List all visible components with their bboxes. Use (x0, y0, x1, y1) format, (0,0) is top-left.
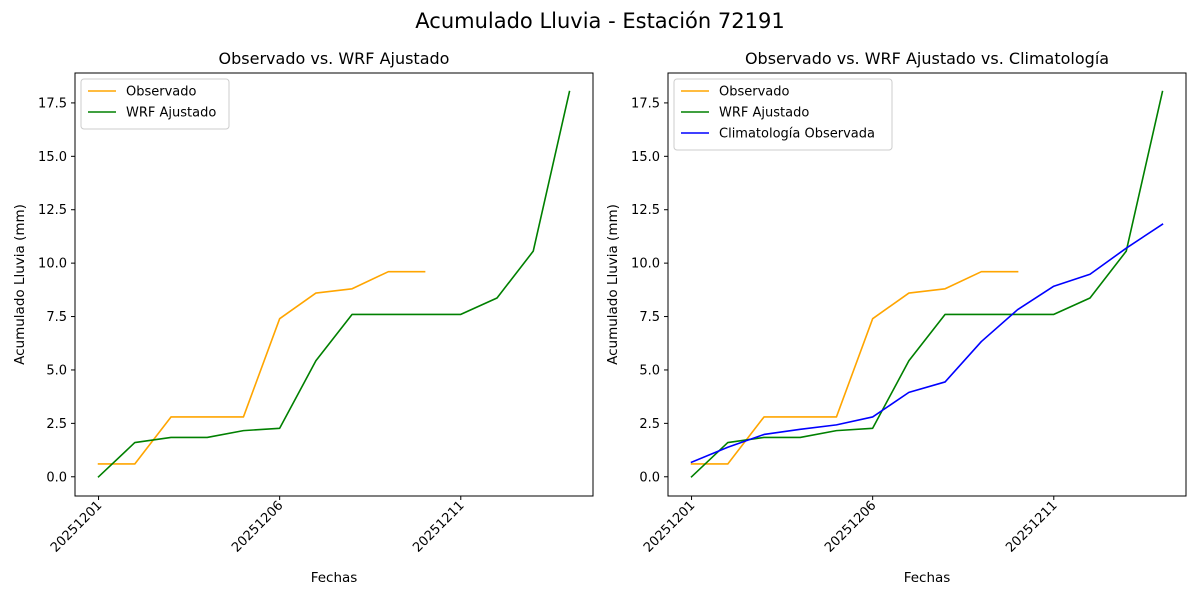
x-axis-label: Fechas (904, 570, 951, 586)
right-chart-panel: Observado vs. WRF Ajustado vs. Climatolo… (605, 49, 1187, 586)
y-tick-label: 2.5 (46, 417, 67, 432)
x-tick-label: 20251206 (229, 498, 286, 555)
series-line-wrf-ajustado (97, 90, 571, 478)
legend-entry: Observado (719, 85, 790, 100)
x-tick-label: 20251201 (641, 498, 698, 555)
legend (673, 78, 893, 151)
x-axis-label: Fechas (311, 570, 358, 586)
y-tick-label: 2.5 (639, 417, 660, 432)
series-line-observado (690, 270, 1019, 465)
figure-suptitle: Acumulado Lluvia - Estación 72191 (415, 9, 784, 33)
y-tick-label: 17.5 (38, 96, 67, 111)
y-tick-label: 10.0 (631, 257, 660, 272)
x-tick-label: 20251206 (822, 498, 879, 555)
plot-area-frame (74, 72, 594, 497)
legend-entry: Observado (126, 85, 197, 100)
x-tick-label: 20251201 (48, 498, 105, 555)
y-axis-label: Acumulado Lluvia (mm) (605, 204, 621, 365)
y-tick-label: 12.5 (631, 203, 660, 218)
legend-entry: Climatología Observada (719, 127, 875, 142)
y-tick-label: 7.5 (46, 310, 67, 325)
y-tick-label: 7.5 (639, 310, 660, 325)
plot-area-frame (667, 72, 1187, 497)
y-tick-label: 10.0 (38, 257, 67, 272)
y-tick-label: 5.0 (639, 363, 660, 378)
y-tick-label: 15.0 (38, 150, 67, 165)
y-axis-label: Acumulado Lluvia (mm) (12, 204, 28, 365)
x-tick-label: 20251211 (410, 498, 467, 555)
y-tick-label: 17.5 (631, 96, 660, 111)
y-tick-label: 0.0 (46, 470, 67, 485)
x-tick-label: 20251211 (1003, 498, 1060, 555)
legend-entry: WRF Ajustado (126, 106, 216, 121)
series-line-observado (97, 270, 426, 465)
y-tick-label: 15.0 (631, 150, 660, 165)
y-tick-label: 0.0 (639, 470, 660, 485)
legend-entry: WRF Ajustado (719, 106, 809, 121)
series-line-climatolog-a-observada (690, 223, 1164, 464)
legend (80, 78, 230, 130)
y-tick-label: 12.5 (38, 203, 67, 218)
left-chart-panel: Observado vs. WRF Ajustado 0.0 2.5 5.0 7.5 10… (12, 49, 594, 586)
chart-title: Observado vs. WRF Ajustado (219, 49, 450, 68)
y-tick-label: 5.0 (46, 363, 67, 378)
series-line-wrf-ajustado (690, 90, 1164, 478)
chart-title: Observado vs. WRF Ajustado vs. Climatolo… (745, 49, 1109, 68)
